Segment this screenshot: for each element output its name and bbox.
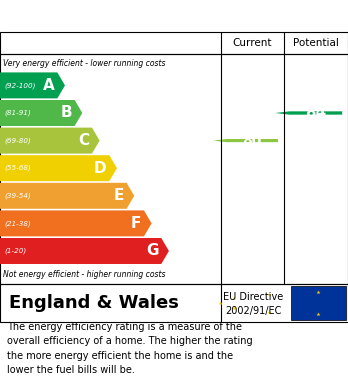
Text: The energy efficiency rating is a measure of the
overall efficiency of a home. T: The energy efficiency rating is a measur… <box>7 322 253 375</box>
Text: Potential: Potential <box>293 38 339 48</box>
Polygon shape <box>0 127 100 154</box>
Polygon shape <box>0 72 65 99</box>
Polygon shape <box>213 139 278 142</box>
Polygon shape <box>0 100 82 126</box>
Text: 80: 80 <box>243 134 262 147</box>
Text: (55-68): (55-68) <box>4 165 31 171</box>
Text: EU Directive: EU Directive <box>223 292 283 302</box>
Text: B: B <box>60 106 72 120</box>
Text: (92-100): (92-100) <box>4 82 36 89</box>
Text: England & Wales: England & Wales <box>9 294 179 312</box>
Text: Current: Current <box>232 38 272 48</box>
Polygon shape <box>0 155 117 181</box>
Polygon shape <box>275 111 342 115</box>
Text: (81-91): (81-91) <box>4 110 31 116</box>
Text: (21-38): (21-38) <box>4 220 31 227</box>
Bar <box>291 286 346 320</box>
Text: Not energy efficient - higher running costs: Not energy efficient - higher running co… <box>3 270 166 279</box>
Polygon shape <box>0 183 134 209</box>
Text: (1-20): (1-20) <box>4 248 26 254</box>
Text: Very energy efficient - lower running costs: Very energy efficient - lower running co… <box>3 59 166 68</box>
Text: G: G <box>146 244 158 258</box>
Text: E: E <box>113 188 124 203</box>
Text: F: F <box>131 216 141 231</box>
Text: Energy Efficiency Rating: Energy Efficiency Rating <box>9 7 249 25</box>
Text: D: D <box>94 161 106 176</box>
Text: (39-54): (39-54) <box>4 192 31 199</box>
Text: A: A <box>43 78 55 93</box>
Text: 84: 84 <box>305 106 326 120</box>
Polygon shape <box>0 210 152 237</box>
Polygon shape <box>0 238 169 264</box>
Text: C: C <box>78 133 89 148</box>
Text: 2002/91/EC: 2002/91/EC <box>225 306 281 316</box>
Text: (69-80): (69-80) <box>4 137 31 144</box>
